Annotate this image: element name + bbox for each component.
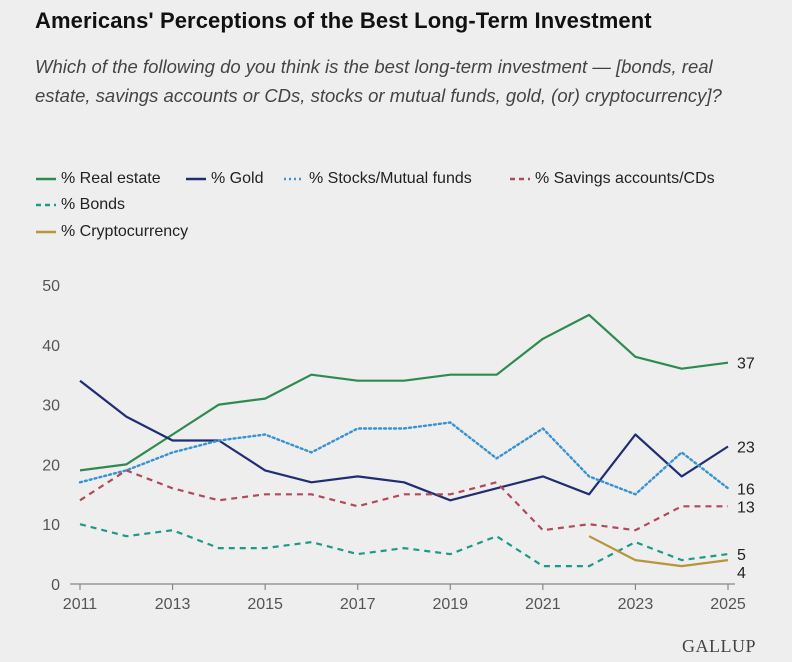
end-value-label: 16 bbox=[737, 481, 755, 498]
x-tick-label: 2019 bbox=[432, 596, 468, 613]
legend-item: % Real estate bbox=[35, 170, 161, 188]
y-tick-label: 40 bbox=[42, 338, 60, 355]
legend-item: % Stocks/Mutual funds bbox=[283, 170, 472, 188]
chart-title: Americans' Perceptions of the Best Long-… bbox=[35, 8, 652, 33]
y-tick-label: 20 bbox=[42, 457, 60, 474]
y-tick-label: 10 bbox=[42, 517, 60, 534]
end-value-label: 4 bbox=[737, 565, 746, 582]
legend-label: % Stocks/Mutual funds bbox=[309, 170, 472, 187]
legend-swatch bbox=[36, 230, 56, 234]
legend-item: % Bonds bbox=[35, 196, 125, 214]
series-line-real-estate bbox=[79, 313, 729, 472]
series-line-stocks-mutual-funds bbox=[78, 421, 730, 496]
legend-swatch bbox=[36, 203, 56, 207]
x-tick-label: 2021 bbox=[525, 596, 561, 613]
y-tick-label: 50 bbox=[42, 278, 60, 295]
chart-subtitle: Which of the following do you think is t… bbox=[35, 56, 722, 106]
end-value-label: 13 bbox=[737, 499, 755, 516]
legend-item: % Gold bbox=[185, 170, 263, 188]
x-tick-label: 2011 bbox=[63, 596, 98, 613]
series-line-savings-accounts-cds bbox=[79, 469, 728, 532]
gallup-logo: GALLUP bbox=[682, 636, 756, 656]
legend-swatch bbox=[284, 177, 304, 181]
y-tick-label: 0 bbox=[51, 577, 60, 594]
end-value-label: 5 bbox=[737, 547, 746, 564]
legend-label: % Real estate bbox=[61, 170, 161, 187]
end-value-label: 23 bbox=[737, 439, 755, 456]
x-tick-label: 2015 bbox=[247, 596, 283, 613]
legend-item: % Cryptocurrency bbox=[35, 223, 188, 241]
series-line-cryptocurrency bbox=[588, 535, 729, 568]
end-value-label: 37 bbox=[737, 356, 755, 373]
legend-swatch bbox=[510, 177, 530, 181]
x-tick-label: 2023 bbox=[618, 596, 654, 613]
x-tick-label: 2017 bbox=[340, 596, 376, 613]
legend-label: % Savings accounts/CDs bbox=[535, 170, 715, 187]
legend-label: % Cryptocurrency bbox=[61, 223, 189, 240]
legend-label: % Gold bbox=[211, 170, 264, 187]
legend-label: % Bonds bbox=[61, 196, 126, 213]
series-line-bonds bbox=[79, 523, 729, 568]
x-tick-label: 2025 bbox=[710, 596, 746, 613]
legend-swatch bbox=[186, 177, 206, 181]
series-line-gold bbox=[79, 379, 729, 502]
legend-swatch bbox=[36, 177, 56, 181]
y-tick-label: 30 bbox=[42, 398, 60, 415]
x-tick-label: 2013 bbox=[155, 596, 191, 613]
legend-item: % Savings accounts/CDs bbox=[509, 170, 715, 188]
